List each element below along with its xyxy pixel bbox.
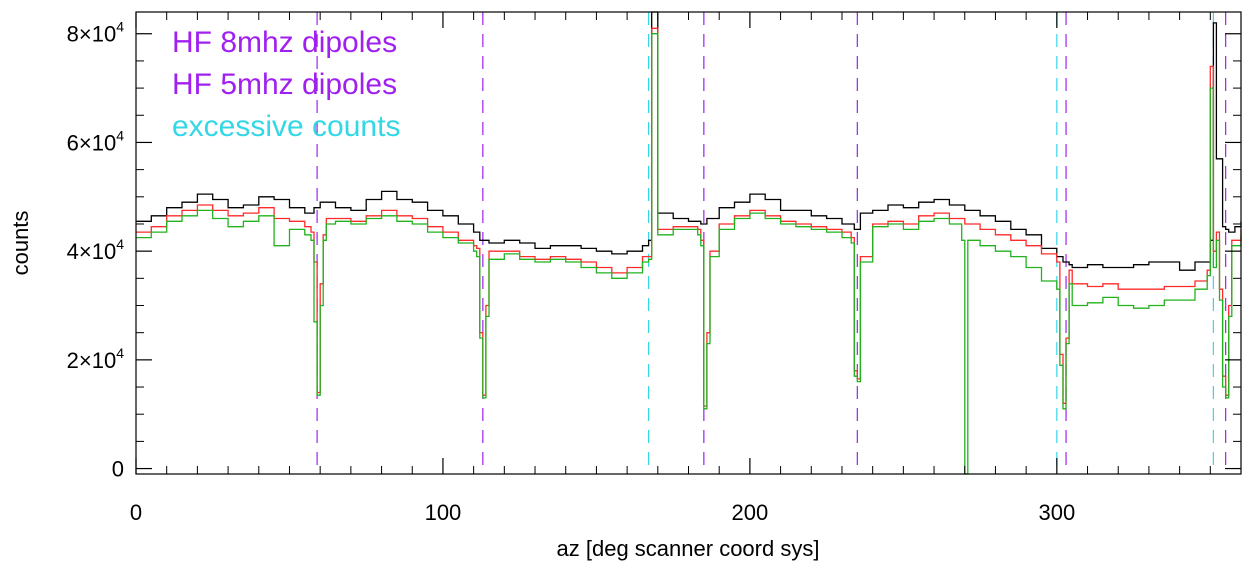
series-line-0	[136, 11, 1242, 271]
x-tick-label: 100	[425, 500, 462, 525]
x-tick-label: 300	[1038, 500, 1075, 525]
legend-entry-2: excessive counts	[172, 110, 400, 143]
y-tick-label: 2×104	[67, 345, 125, 373]
legend: HF 8mhz dipoles HF 5mhz dipoles excessive …	[172, 26, 400, 143]
y-tick-label: 0	[112, 457, 124, 482]
y-tick-label: 6×104	[67, 127, 125, 155]
x-axis: 0 100 200 300	[130, 12, 1211, 525]
y-axis-label: counts	[8, 211, 33, 276]
x-axis-label: az [deg scanner coord sys]	[557, 536, 820, 561]
legend-entry-1: HF 5mhz dipoles	[172, 68, 397, 101]
legend-entry-0: HF 8mhz dipoles	[172, 26, 397, 59]
series-group	[136, 11, 1242, 475]
reference-lines	[316, 12, 1227, 474]
series-line-2	[136, 33, 1242, 475]
y-tick-label: 8×104	[67, 19, 125, 47]
y-axis: 0 2×104 4×104 6×104 8×104	[67, 19, 1241, 482]
y-tick-label: 4×104	[67, 236, 125, 264]
x-tick-label: 200	[732, 500, 769, 525]
x-tick-label: 0	[130, 500, 142, 525]
